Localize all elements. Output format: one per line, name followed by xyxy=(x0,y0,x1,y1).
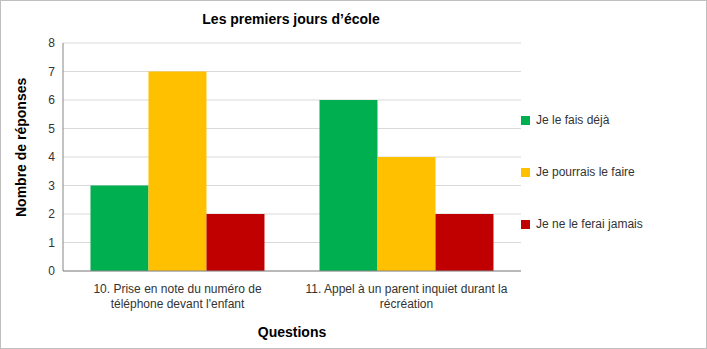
svg-text:0: 0 xyxy=(48,264,55,278)
svg-text:Nombre de réponses: Nombre de réponses xyxy=(13,78,29,217)
svg-text:3: 3 xyxy=(48,179,55,193)
html-text:Je ne le ferai jamais: Je ne le ferai jamais xyxy=(536,217,643,231)
html-text:Les premiers jours d’école: Les premiers jours d’école xyxy=(202,11,380,27)
html-text:Je pourrais le faire: Je pourrais le faire xyxy=(536,165,635,179)
svg-text:10. Prise en note du numéro de: 10. Prise en note du numéro de xyxy=(93,282,261,296)
svg-text:6: 6 xyxy=(48,93,55,107)
svg-text:Questions: Questions xyxy=(258,324,327,340)
svg-text:récréation: récréation xyxy=(380,297,433,311)
svg-text:5: 5 xyxy=(48,122,55,136)
html-text:Je le fais déjà: Je le fais déjà xyxy=(536,113,610,127)
svg-text:téléphone devant l'enfant: téléphone devant l'enfant xyxy=(111,297,245,311)
svg-text:7: 7 xyxy=(48,65,55,79)
svg-text:8: 8 xyxy=(48,36,55,50)
svg-text:1: 1 xyxy=(48,236,55,250)
svg-text:11. Appel à un parent inquiet: 11. Appel à un parent inquiet durant la xyxy=(306,282,508,296)
svg-text:4: 4 xyxy=(48,150,55,164)
svg-text:2: 2 xyxy=(48,207,55,221)
